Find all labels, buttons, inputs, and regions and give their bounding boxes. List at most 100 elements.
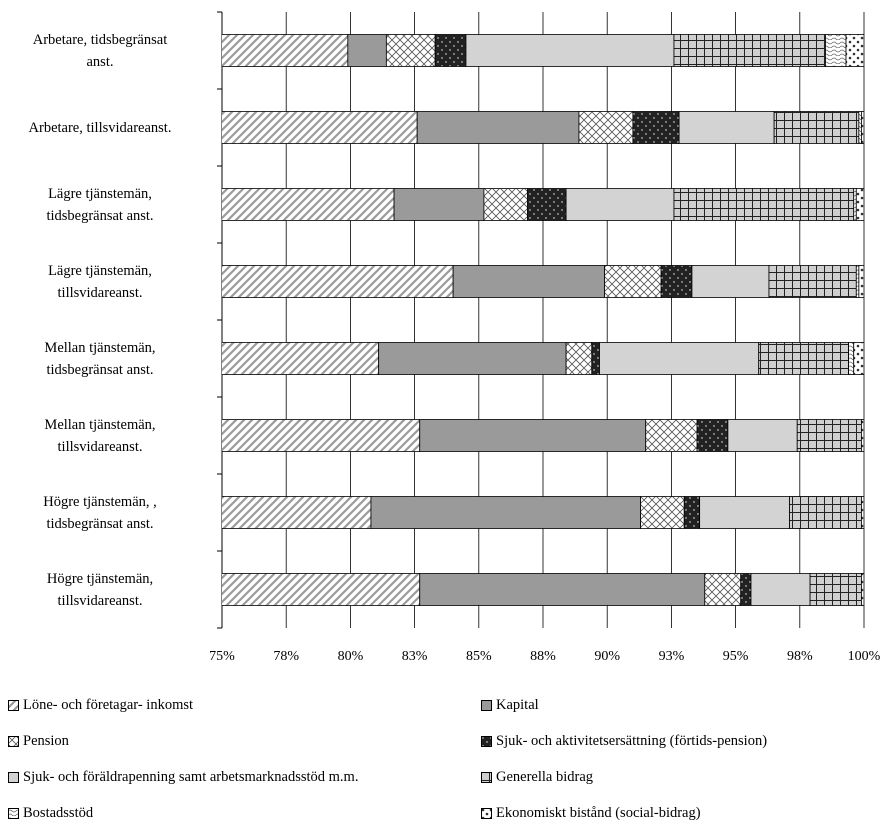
bar-segment: [222, 111, 418, 144]
legend-label: Kapital: [496, 697, 539, 713]
bar-segment: [861, 573, 864, 606]
bar-segment: [861, 496, 864, 529]
bar-segment: [660, 265, 693, 298]
bar-segment: [578, 111, 634, 144]
legend-item: Pension: [8, 733, 69, 750]
legend-swatch: [481, 700, 492, 711]
bar-segment: [858, 265, 864, 298]
bar-segment: [809, 573, 862, 606]
legend-label: Sjuk- och föräldrapenning samt arbetsmar…: [23, 769, 359, 785]
bar-segment: [845, 34, 864, 67]
legend-swatch: [481, 808, 492, 819]
bar-segment: [565, 342, 593, 375]
bar-segment: [527, 188, 567, 221]
legend-label: Löne- och företagar- inkomst: [23, 697, 194, 713]
bar-segment: [378, 342, 567, 375]
bar-segment: [861, 111, 864, 144]
legend-item: Löne- och företagar- inkomst: [8, 697, 193, 714]
bar-segment: [789, 496, 862, 529]
legend-item: Sjuk- och aktivitetsersättning (förtids-…: [481, 733, 767, 750]
legend-item: Generella bidrag: [481, 769, 593, 786]
bar-segment: [591, 342, 600, 375]
category-label: Mellan tjänstemän, tidsbegränsat anst.: [44, 339, 156, 378]
bar-segment: [673, 188, 855, 221]
legend-label: Pension: [23, 733, 69, 749]
x-tick-label: 93%: [659, 649, 685, 664]
bar-segment: [434, 34, 467, 67]
bar-segment: [640, 496, 685, 529]
bar-segment: [796, 419, 862, 452]
x-tick-label: 75%: [209, 649, 235, 664]
bar-segment: [699, 496, 790, 529]
bar-segment: [678, 111, 775, 144]
bar-segment: [645, 419, 698, 452]
bars: [222, 34, 864, 606]
legend-swatch: [8, 700, 19, 711]
category-label: Lägre tjänstemän, tidsbegränsat anst.: [46, 185, 154, 224]
x-tick-label: 83%: [402, 649, 428, 664]
bar-segment: [222, 34, 349, 67]
bar-segment: [825, 34, 847, 67]
category-label: Arbetare, tillsvidareanst.: [28, 119, 172, 136]
category-label: Högre tjänstemän, tillsvidareanst.: [46, 570, 154, 609]
bar-segment: [599, 342, 760, 375]
bar-segment: [768, 265, 857, 298]
bar-segment: [222, 419, 421, 452]
bar-segment: [419, 419, 647, 452]
legend-label: Bostadsstöd: [23, 805, 94, 821]
bar-segment: [861, 419, 864, 452]
x-tick-label: 88%: [530, 649, 556, 664]
bar-segment: [691, 265, 770, 298]
bar-segment: [848, 342, 855, 375]
bar-segment: [696, 419, 729, 452]
bar-segment: [370, 496, 641, 529]
bar-segment: [632, 111, 680, 144]
legend-swatch: [8, 736, 19, 747]
bar-segment: [452, 265, 606, 298]
category-label: Högre tjänstemän, , tidsbegränsat anst.: [43, 493, 157, 532]
bar-segment: [673, 34, 826, 67]
x-tick-label: 85%: [466, 649, 492, 664]
x-tick-label: 100%: [848, 649, 881, 664]
bar-segment: [483, 188, 528, 221]
bar-segment: [750, 573, 811, 606]
bar-segment: [758, 342, 849, 375]
x-tick-label: 90%: [594, 649, 620, 664]
bar-segment: [683, 496, 701, 529]
legend-item: Ekonomiskt bistånd (social-bidrag): [481, 805, 701, 822]
category-label: Arbetare, tidsbegränsat anst.: [32, 31, 168, 70]
bar-segment: [419, 573, 706, 606]
bar-segment: [393, 188, 485, 221]
x-tick-label: 98%: [787, 649, 813, 664]
bar-segment: [704, 573, 742, 606]
legend-item: Sjuk- och föräldrapenning samt arbetsmar…: [8, 769, 358, 786]
legend-label: Ekonomiskt bistånd (social-bidrag): [496, 805, 701, 821]
bar-segment: [773, 111, 860, 144]
bar-segment: [347, 34, 387, 67]
category-label: Mellan tjänstemän, tillsvidareanst.: [44, 416, 156, 455]
legend-swatch: [8, 772, 19, 783]
bar-segment: [740, 573, 752, 606]
bar-segment: [727, 419, 798, 452]
bar-segment: [853, 342, 864, 375]
legend-swatch: [8, 808, 19, 819]
x-tick-label: 95%: [723, 649, 749, 664]
bar-segment: [222, 496, 372, 529]
category-label: Lägre tjänstemän, tillsvidareanst.: [48, 262, 152, 301]
legend-label: Sjuk- och aktivitetsersättning (förtids-…: [496, 733, 768, 749]
bar-segment: [385, 34, 436, 67]
bar-segment: [855, 188, 864, 221]
bar-segment: [604, 265, 662, 298]
legend-item: Bostadsstöd: [8, 805, 93, 822]
bar-segment: [565, 188, 675, 221]
legend-swatch: [481, 736, 492, 747]
bar-segment: [416, 111, 580, 144]
legend-swatch: [481, 772, 492, 783]
bar-segment: [465, 34, 675, 67]
legend-label: Generella bidrag: [496, 769, 594, 785]
legend-item: Kapital: [481, 697, 539, 714]
x-tick-label: 78%: [273, 649, 299, 664]
x-tick-label: 80%: [338, 649, 364, 664]
